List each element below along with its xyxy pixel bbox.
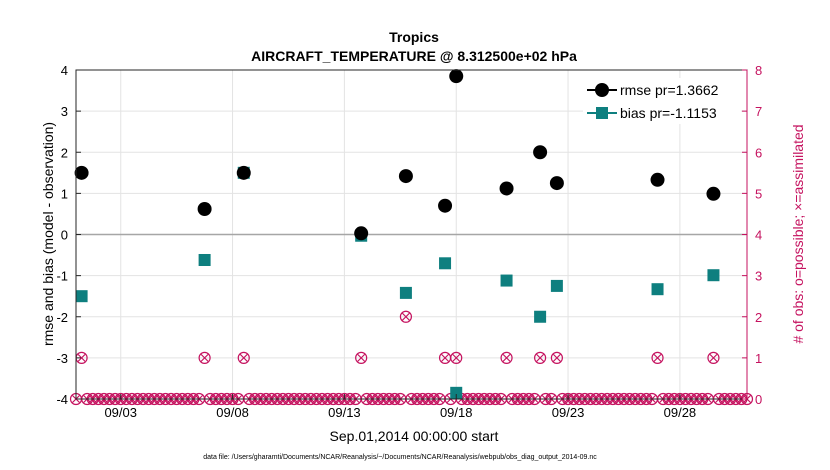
right-tick-label: 7 [755,104,762,119]
obs-count-marker [450,351,463,364]
rmse-point [533,145,548,160]
rmse-point [449,69,464,84]
x-axis-label: Sep.01,2014 00:00:00 start [330,428,499,444]
legend-bias-marker [596,107,608,119]
right-tick-label: 8 [755,63,762,78]
y-axis-label: rmse and bias (model - observation) [40,122,56,346]
rmse-point [236,165,251,180]
rmse-point [499,181,514,196]
obs-count-marker [534,351,547,364]
rmse-point [706,186,721,201]
bias-point [550,279,563,292]
right-tick-label: 1 [755,351,762,366]
rmse-point [354,226,369,241]
chart-subtitle: AIRCRAFT_TEMPERATURE @ 8.312500e+02 hPa [251,48,577,64]
obs-count-marker [500,351,513,364]
legend-box [583,78,741,124]
right-tick-label: 5 [755,186,762,201]
rmse-point [398,169,413,184]
bias-point [534,310,547,323]
obs-count-marker-circle [651,351,664,364]
right-tick-label: 0 [755,392,762,407]
bias-point [651,283,664,296]
obs-count-marker [198,351,211,364]
rmse-point [650,172,665,187]
obs-count-marker [355,351,368,364]
obs-count-marker-circle [237,351,250,364]
obs-count-marker-circle [355,351,368,364]
y-tick-label: 3 [61,104,68,119]
right-tick-label: 3 [755,269,762,284]
right-tick-label: 4 [755,228,762,243]
x-tick-label: 09/08 [216,405,249,420]
legend-bias-label: bias pr=-1.1153 [620,105,717,121]
obs-count-marker-circle [500,351,513,364]
obs-count-marker-circle [550,351,563,364]
x-tick-label: 09/23 [552,405,585,420]
legend-rmse-marker [595,83,609,97]
chart-title: Tropics [389,29,439,45]
obs-count-marker-cross-b [536,353,545,362]
y-tick-label: 0 [61,228,68,243]
legend: rmse pr=1.3662 bias pr=-1.1153 [583,78,741,124]
obs-count-marker-cross-b [77,353,86,362]
bias-point [399,286,412,299]
obs-count-marker-circle [450,351,463,364]
rmse-point [197,202,212,217]
rmse-point [74,165,89,180]
obs-count-marker-cross-b [401,312,410,321]
obs-count-marker-cross-b [709,353,718,362]
x-tick-label: 09/18 [440,405,473,420]
obs-count-marker [651,351,664,364]
y-tick-label: 2 [61,145,68,160]
y-tick-label: -1 [56,269,68,284]
x-tick-label: 09/13 [328,405,361,420]
obs-count-marker-circle [534,351,547,364]
obs-count-marker-cross-b [239,353,248,362]
obs-count-marker [707,351,720,364]
obs-count-marker-cross-b [200,353,209,362]
x-tick-label: 09/03 [104,405,137,420]
y-tick-label: 1 [61,186,68,201]
obs-count-marker [237,351,250,364]
obs-count-marker [399,310,413,323]
legend-rmse-label: rmse pr=1.3662 [620,82,719,98]
bias-point [75,290,88,303]
right-axis-ticks: 0 1 2 3 4 5 6 7 8 [742,63,762,407]
y-tick-label: -4 [56,392,68,407]
obs-count-marker-cross-b [441,353,449,362]
rmse-point [549,176,564,191]
right-axis-label: # of obs: o=possible; ×=assimilated [790,124,806,343]
obs-count-marker-circle [399,310,413,323]
obs-count-marker-cross-b [452,353,461,362]
y-tick-label: -3 [56,351,68,366]
obs-count-marker-cross-b [502,353,511,362]
bias-point [707,269,720,282]
obs-count-marker-cross-b [653,353,662,362]
obs-count-marker [550,351,563,364]
right-tick-label: 2 [755,310,762,325]
bias-point [450,386,463,399]
bias-point [500,274,513,287]
y-tick-label: -2 [56,310,68,325]
y-tick-label: 4 [61,63,68,78]
obs-count-marker-circle [707,351,720,364]
bias-point [198,253,211,266]
obs-count-marker-circle [198,351,211,364]
y-axis-ticks: -4 -3 -2 -1 0 1 2 3 4 [56,63,81,407]
right-tick-label: 6 [755,145,762,160]
data-file-footnote: data file: /Users/gharamti/Documents/NCA… [203,454,597,461]
bias-point [439,257,452,270]
x-axis-ticks: 09/03 09/08 09/13 09/18 09/23 09/28 [104,394,696,420]
x-tick-label: 09/28 [664,405,697,420]
rmse-point [438,198,453,213]
obs-count-marker-cross-b [552,353,561,362]
obs-count-marker-cross-b [357,353,366,362]
